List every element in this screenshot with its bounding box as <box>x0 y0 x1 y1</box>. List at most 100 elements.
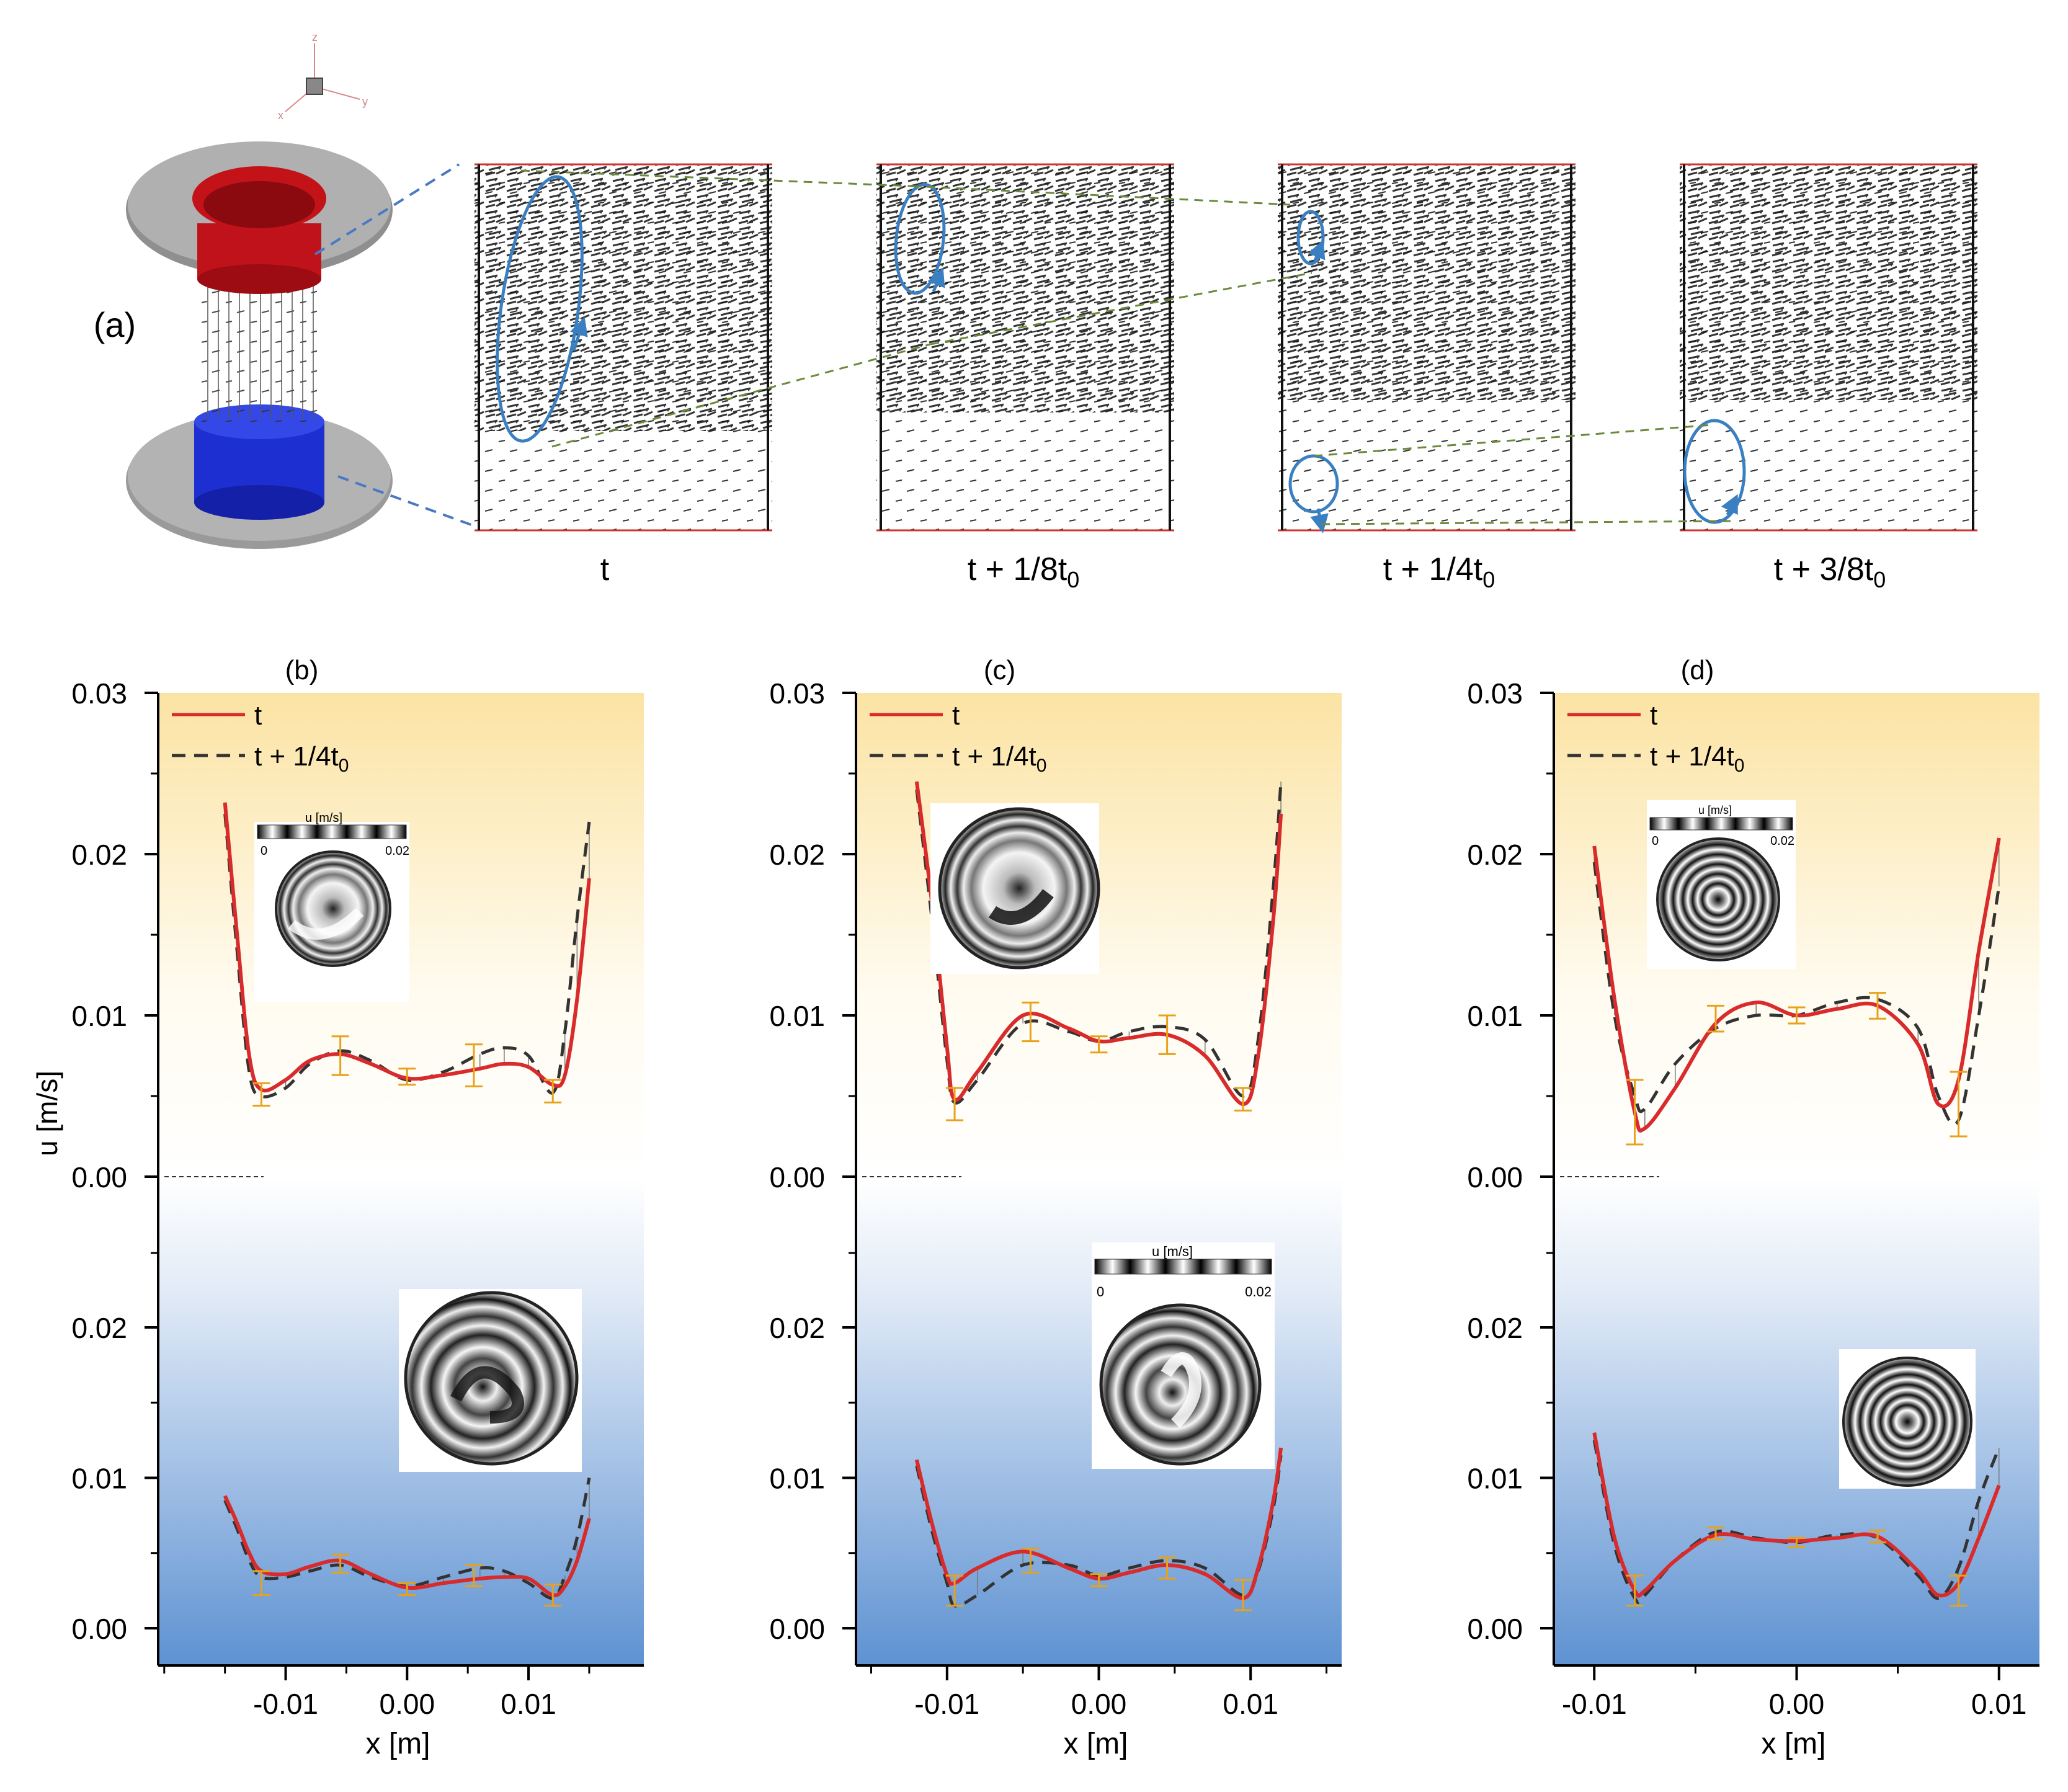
error-bar <box>1869 1529 1886 1544</box>
series-line-t-quarter <box>223 1478 591 1600</box>
error-bar <box>1626 1079 1644 1146</box>
colorbar-max: 0.02 <box>385 844 409 858</box>
background-top <box>1554 693 2039 1179</box>
y-tick-label: 0.02 <box>71 839 127 871</box>
frame-label-3: t + 1/4t0 <box>1383 551 1495 592</box>
error-bar <box>1707 1527 1724 1541</box>
colorbar-min-2: 0 <box>1097 1284 1104 1299</box>
colorbar-max-3: 0.02 <box>1770 834 1794 848</box>
error-bar <box>331 1553 349 1574</box>
y-tick-label: 0.01 <box>769 1463 825 1495</box>
x-tick-label: 0.00 <box>380 1688 435 1720</box>
error-bar <box>252 1082 270 1107</box>
error-bar <box>1788 1537 1806 1548</box>
frame-label-2: t + 1/8t0 <box>968 551 1079 592</box>
axes-triad: z y x <box>278 31 368 122</box>
error-bar <box>1158 1014 1176 1055</box>
panel-label: (c) <box>984 655 1015 685</box>
colorbar-max-2: 0.02 <box>1245 1284 1272 1299</box>
error-bar <box>331 1035 349 1076</box>
error-bar <box>252 1570 270 1597</box>
y-tick-label: 0.00 <box>1467 1161 1523 1193</box>
x-tick-label: 0.00 <box>1769 1688 1825 1720</box>
error-bar <box>1090 1035 1108 1054</box>
error-bar <box>1626 1574 1644 1607</box>
x-axis-label: x [m] <box>1762 1727 1826 1760</box>
legend: t t + 1/4t0 <box>172 700 349 776</box>
contour-inset-d-top: u [m/s] 0 0.02 <box>1647 800 1796 969</box>
x-axis-label: x [m] <box>1064 1727 1128 1760</box>
error-bar <box>1788 1006 1806 1025</box>
contour-inset-c-top <box>930 803 1100 974</box>
x-tick-label: 0.01 <box>1223 1688 1278 1720</box>
error-bar <box>1869 992 1886 1020</box>
y-tick-label: 0.02 <box>769 1312 825 1344</box>
y-tick-label: 0.02 <box>1467 1312 1523 1344</box>
error-bar <box>544 1584 562 1607</box>
y-tick-label: 0.00 <box>769 1161 825 1193</box>
x-tick-label: -0.01 <box>914 1688 979 1720</box>
error-bar <box>1707 1004 1724 1033</box>
vector-frame-2 <box>876 163 1174 532</box>
y-tick-label: 0.01 <box>1467 1463 1523 1495</box>
contour-inset-c-bottom: u [m/s] 0 0.02 <box>1092 1242 1275 1469</box>
contour-inset-b-top: u [m/s] 0 0.02 <box>254 811 409 1002</box>
legend: t t + 1/4t0 <box>1567 700 1744 776</box>
y-tick-label: 0.00 <box>769 1613 825 1645</box>
error-bar <box>1234 1579 1252 1611</box>
legend-label-t: t <box>1650 700 1657 731</box>
panel-label: (d) <box>1681 655 1714 685</box>
x-tick-label: 0.00 <box>1071 1688 1127 1720</box>
x-tick-label: 0.01 <box>1971 1688 2027 1720</box>
vortex-markers <box>496 175 1746 533</box>
y-tick-label: 0.02 <box>71 1312 127 1344</box>
error-bar <box>946 1087 964 1121</box>
error-bar <box>544 1079 562 1103</box>
y-tick-label: 0.02 <box>1467 839 1523 871</box>
legend-label-t: t <box>952 700 960 731</box>
error-bar <box>1234 1087 1252 1112</box>
panel-a-label: (a) <box>94 305 136 344</box>
axis-x-label: x <box>278 109 283 122</box>
y-axis-label: u [m/s] <box>31 1071 63 1156</box>
colorbar-min: 0 <box>261 844 267 858</box>
error-bar <box>1090 1573 1108 1587</box>
legend-label-t-quarter: t + 1/4t0 <box>254 741 349 776</box>
axis-z-label: z <box>312 31 318 43</box>
cylinder-apparatus <box>126 141 393 549</box>
colorbar-title-2: u [m/s] <box>1152 1244 1193 1259</box>
error-bar <box>1950 1574 1968 1607</box>
frame-label-1: t <box>600 551 610 587</box>
panel-label: (b) <box>285 655 319 685</box>
frame-label-4: t + 3/8t0 <box>1774 551 1886 592</box>
guide-lines <box>520 169 1731 525</box>
colorbar-title-3: u [m/s] <box>1698 804 1732 816</box>
error-bar <box>1022 1001 1040 1043</box>
series-line-t <box>914 781 1283 1107</box>
contour-inset-d-bottom <box>1839 1349 1976 1489</box>
series-line-t-quarter <box>915 1455 1283 1608</box>
vector-frame-3 <box>1278 163 1576 532</box>
panel-a: (a) z y x <box>94 31 1977 592</box>
error-bar <box>946 1574 964 1607</box>
colorbar-min-3: 0 <box>1652 834 1659 848</box>
x-tick-label: 0.01 <box>501 1688 556 1720</box>
legend-label-t-quarter: t + 1/4t0 <box>1650 741 1744 776</box>
y-tick-label: 0.00 <box>71 1613 127 1645</box>
x-tick-label: -0.01 <box>1562 1688 1627 1720</box>
y-tick-label: 0.01 <box>71 1000 127 1032</box>
error-bar <box>465 1043 483 1087</box>
y-tick-label: 0.01 <box>1467 1000 1523 1032</box>
y-tick-label: 0.01 <box>769 1000 825 1032</box>
error-bar <box>398 1582 416 1597</box>
error-bar <box>465 1564 483 1587</box>
y-tick-label: 0.03 <box>769 677 825 710</box>
x-axis-label: x [m] <box>366 1727 430 1760</box>
error-bar <box>398 1068 416 1086</box>
error-bar <box>1158 1556 1176 1580</box>
colorbar-title: u [m/s] <box>305 811 342 825</box>
y-tick-label: 0.03 <box>71 677 127 710</box>
legend-label-t-quarter: t + 1/4t0 <box>952 741 1046 776</box>
contour-inset-b-bottom <box>399 1289 582 1472</box>
